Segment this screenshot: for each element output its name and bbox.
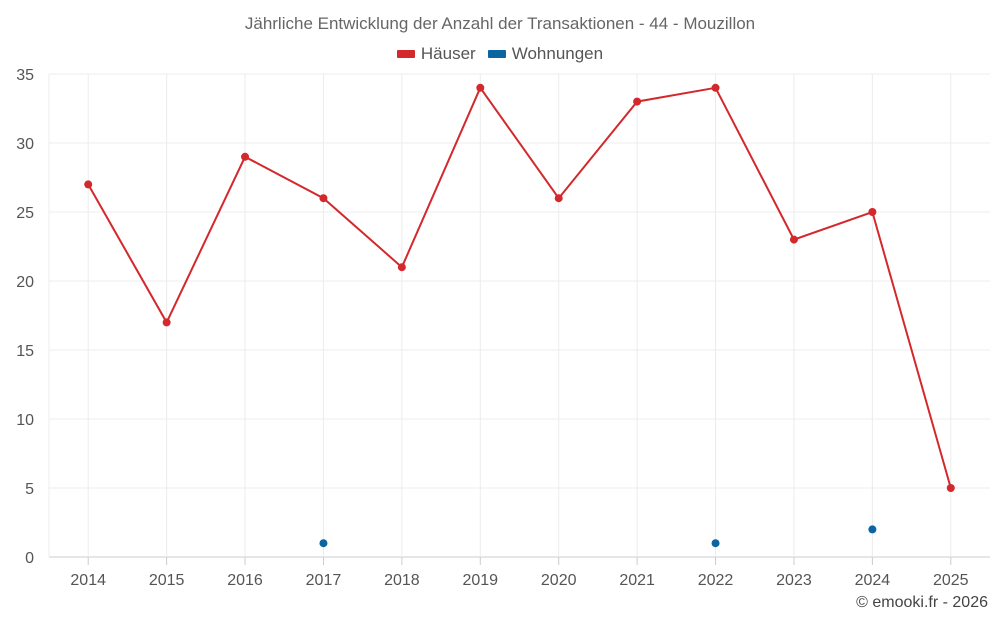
legend-item-haeuser[interactable]: Häuser <box>396 44 476 64</box>
x-tick-label: 2025 <box>933 572 969 589</box>
x-tick-label: 2018 <box>384 572 420 589</box>
legend-swatch-wohnungen <box>487 50 506 58</box>
x-tick-label: 2022 <box>698 572 734 589</box>
y-tick-label: 30 <box>16 136 34 153</box>
y-tick-label: 0 <box>25 550 34 567</box>
credit-text: © emooki.fr - 2026 <box>856 594 988 611</box>
data-point-wohnungen <box>711 539 720 548</box>
data-point-haeuser <box>84 180 93 189</box>
series-layer <box>84 83 955 548</box>
y-tick-label: 20 <box>16 274 34 291</box>
data-point-haeuser <box>476 83 485 92</box>
legend-label-haeuser: Häuser <box>420 44 476 63</box>
legend-label-wohnungen: Wohnungen <box>511 44 604 63</box>
data-point-wohnungen <box>868 525 877 534</box>
y-tick-label: 10 <box>16 412 34 429</box>
data-point-haeuser <box>789 235 798 244</box>
series-line-haeuser <box>87 85 952 489</box>
data-point-wohnungen <box>319 539 328 548</box>
legend: Häuser Wohnungen <box>0 44 1000 64</box>
x-tick-label: 2016 <box>227 572 263 589</box>
legend-item-wohnungen[interactable]: Wohnungen <box>487 44 604 64</box>
y-tick-label: 35 <box>16 67 34 84</box>
data-point-haeuser <box>397 263 406 272</box>
y-tick-label: 5 <box>25 481 34 498</box>
data-point-haeuser <box>868 208 877 216</box>
data-point-haeuser <box>946 484 955 492</box>
x-tick-label: 2014 <box>70 572 106 589</box>
data-point-haeuser <box>633 97 642 106</box>
y-tick-label: 15 <box>16 343 34 360</box>
x-tick-label: 2021 <box>619 572 655 589</box>
data-point-haeuser <box>711 83 720 92</box>
data-point-haeuser <box>241 152 250 161</box>
chart-title: Jährliche Entwicklung der Anzahl der Tra… <box>244 14 756 33</box>
legend-swatch-haeuser <box>396 50 415 58</box>
y-tick-label: 25 <box>16 205 34 222</box>
data-point-haeuser <box>319 194 328 203</box>
x-tick-label: 2024 <box>855 572 891 589</box>
x-tick-label: 2019 <box>462 572 498 589</box>
data-point-haeuser <box>554 194 563 203</box>
grid <box>48 73 990 558</box>
x-tick-label: 2023 <box>776 572 812 589</box>
x-tick-label: 2015 <box>149 572 185 589</box>
x-tick-label: 2020 <box>541 572 577 589</box>
x-tick-label: 2017 <box>306 572 342 589</box>
data-point-haeuser <box>162 318 171 327</box>
